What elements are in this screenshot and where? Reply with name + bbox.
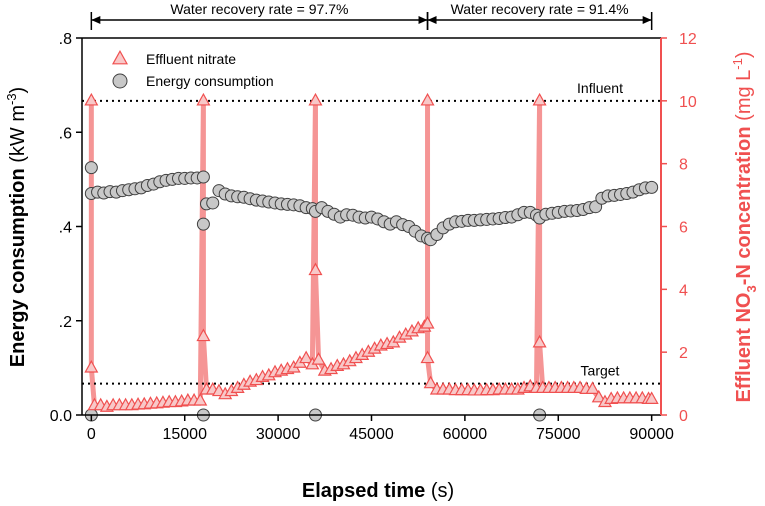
interval-arrowhead-right (418, 16, 428, 24)
nitrate-point (196, 92, 211, 106)
plot-frame (81, 37, 662, 416)
energy-point (196, 217, 210, 231)
x-tick-label: 30000 (256, 426, 301, 443)
nitrate-point (420, 315, 435, 329)
legend-label-energy: Energy consumption (146, 73, 274, 89)
nitrate-point (308, 92, 323, 106)
nitrate-point (308, 262, 323, 276)
reference-label-target: Target (581, 363, 620, 379)
energy-point (645, 180, 659, 194)
nitrate-point (532, 92, 547, 106)
interval-label: Water recovery rate = 91.4% (451, 1, 629, 17)
nitrate-point (84, 359, 99, 373)
nitrate-point (591, 389, 606, 403)
x-tick-label: 45000 (349, 426, 394, 443)
legend: Effluent nitrate Energy consumption (111, 49, 274, 89)
x-tick-label: 60000 (443, 426, 488, 443)
interval-arrowhead-left (91, 16, 101, 24)
x-tick-label: 75000 (536, 426, 581, 443)
interval-arrowhead-left (427, 16, 437, 24)
nitrate-point (196, 328, 211, 342)
y-left-tick-label: .6 (59, 125, 72, 142)
y-right-tick-label: 6 (679, 220, 688, 237)
x-axis-title: Elapsed time (s) (302, 480, 454, 502)
x-tick-label: 0 (87, 426, 96, 443)
nitrate-point (193, 392, 208, 406)
energy-point (84, 161, 98, 175)
nitrate-series-line (88, 98, 652, 410)
nitrate-trend-line (88, 98, 652, 410)
energy-point (196, 170, 210, 184)
energy-point (206, 196, 220, 210)
nitrate-point (644, 391, 659, 404)
reference-label-influent: Influent (577, 80, 623, 96)
y-right-tick-label: 12 (679, 31, 697, 48)
y-left-tick-label: .8 (59, 31, 72, 48)
nitrate-point (532, 334, 547, 348)
y-right-tick-label: 2 (679, 345, 688, 362)
nitrate-series (84, 92, 659, 412)
y-left-tick-label: .4 (59, 220, 72, 237)
x-tick-label: 15000 (162, 426, 207, 443)
x-tick-label: 90000 (629, 426, 674, 443)
nitrate-point (420, 350, 435, 364)
y-right-tick-label: 10 (679, 94, 697, 111)
interval-label: Water recovery rate = 97.7% (170, 1, 348, 17)
reference-lines: Influent Target (82, 80, 661, 385)
nitrate-point (423, 375, 438, 389)
axes: 0 15000 30000 45000 60000 75000 90000 0.0 .2 .4 .6… (50, 31, 697, 443)
nitrate-point (311, 352, 326, 365)
energy-series (84, 161, 659, 422)
y-right-tick-label: 4 (679, 282, 688, 299)
y-left-tick-label: 0.0 (50, 408, 72, 425)
y-right-tick-label: 8 (679, 157, 688, 174)
y-left-axis-title: Energy consumption (kW m-3) (4, 87, 29, 367)
legend-circle-icon (112, 73, 128, 89)
legend-label-nitrate: Effluent nitrate (146, 51, 236, 67)
y-left-tick-label: .2 (59, 314, 72, 331)
y-right-axis-title: Effluent NO3-N concentration (mg L-1) (730, 51, 759, 402)
nitrate-point (420, 92, 435, 106)
y-right-tick-label: 0 (679, 408, 688, 425)
nitrate-point (585, 381, 600, 394)
nitrate-point (299, 350, 314, 364)
interval-annotations: Water recovery rate = 97.7% Water recover… (90, 1, 653, 30)
interval-arrowhead-right (642, 16, 652, 24)
nitrate-point (84, 92, 99, 106)
legend-triangle-icon (111, 49, 129, 65)
